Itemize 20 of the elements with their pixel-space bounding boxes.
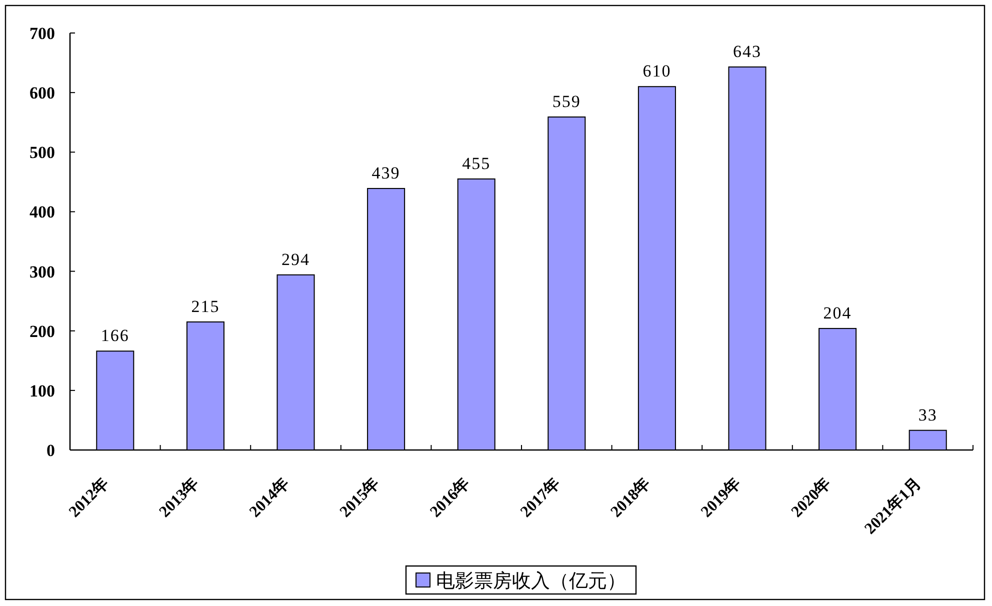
y-tick-label: 700 xyxy=(30,24,55,43)
y-tick-label: 100 xyxy=(30,381,55,400)
data-label: 215 xyxy=(191,296,220,316)
data-label: 610 xyxy=(642,62,672,81)
y-tick-label: 0 xyxy=(46,441,55,460)
data-label: 294 xyxy=(282,250,310,269)
legend: 电影票房收入（亿元） xyxy=(405,565,637,595)
data-label: 455 xyxy=(462,154,491,173)
data-label: 559 xyxy=(552,92,581,111)
data-label: 204 xyxy=(823,303,852,322)
y-tick-label: 300 xyxy=(30,262,55,282)
y-tick-label: 600 xyxy=(30,84,55,103)
data-label: 33 xyxy=(918,405,938,424)
data-label: 643 xyxy=(733,42,762,61)
y-tick-label: 200 xyxy=(30,322,55,341)
y-tick-label: 500 xyxy=(30,143,55,162)
data-label: 166 xyxy=(100,326,130,346)
legend-label: 电影票房收入（亿元） xyxy=(436,570,626,592)
data-label: 439 xyxy=(372,163,400,182)
y-tick-label: 400 xyxy=(30,202,55,222)
